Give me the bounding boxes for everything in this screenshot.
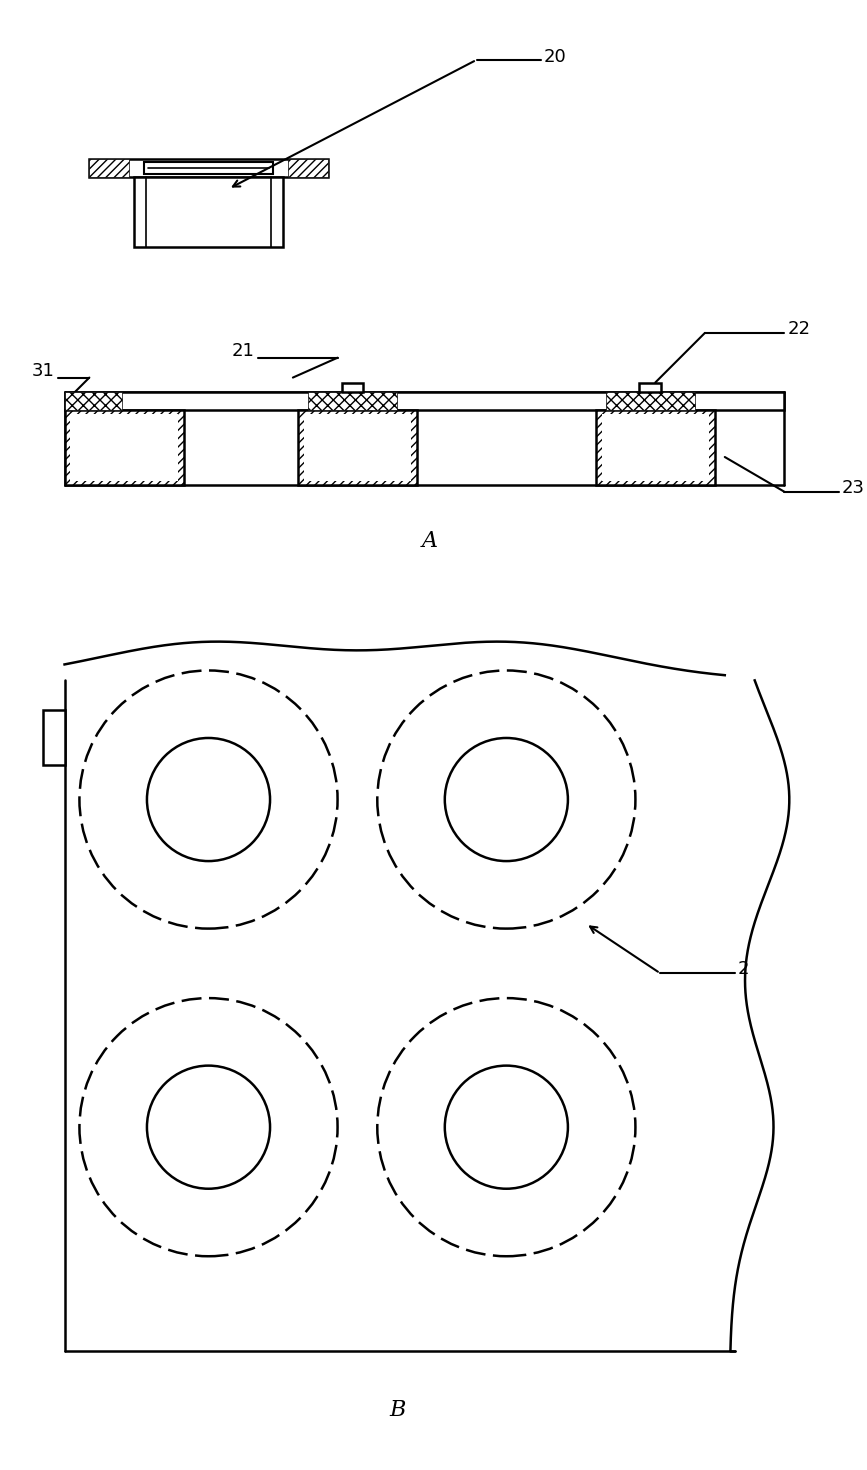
Bar <box>144 162 273 173</box>
Bar <box>298 410 417 485</box>
Text: 21: 21 <box>231 341 254 360</box>
Bar <box>596 410 715 485</box>
Bar <box>639 382 662 392</box>
Text: 31: 31 <box>32 362 55 379</box>
Bar <box>64 392 122 410</box>
Bar <box>134 176 283 247</box>
Bar <box>42 710 64 764</box>
Text: 23: 23 <box>842 479 865 497</box>
Bar <box>342 382 363 392</box>
Text: A: A <box>422 531 438 553</box>
Bar <box>89 159 129 176</box>
Bar <box>308 392 397 410</box>
Bar <box>606 392 695 410</box>
Bar <box>602 415 709 481</box>
Text: 2: 2 <box>738 960 749 979</box>
Bar <box>303 415 411 481</box>
Text: 20: 20 <box>544 49 567 66</box>
Text: B: B <box>389 1399 406 1421</box>
Bar <box>288 159 328 176</box>
Text: 22: 22 <box>787 320 811 338</box>
Bar <box>64 410 184 485</box>
Bar <box>70 415 178 481</box>
Bar <box>64 392 785 410</box>
Bar <box>89 159 328 176</box>
